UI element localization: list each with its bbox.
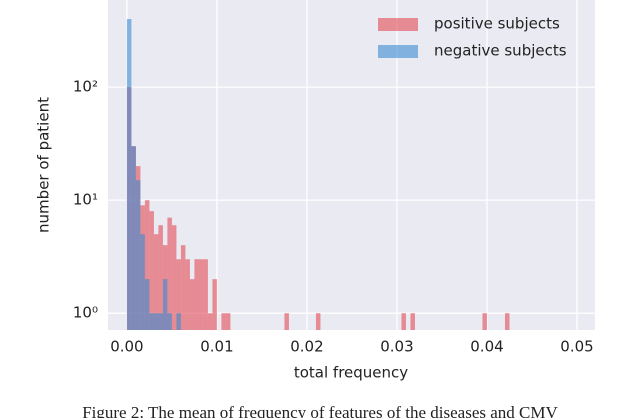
bar bbox=[284, 313, 289, 330]
bar bbox=[131, 146, 136, 330]
x-axis-label: total frequency bbox=[294, 364, 408, 382]
bar bbox=[504, 313, 510, 330]
legend-label: positive subjects bbox=[434, 15, 560, 33]
bar bbox=[144, 200, 150, 330]
bar bbox=[135, 180, 141, 330]
bar bbox=[401, 313, 406, 330]
bar bbox=[149, 211, 154, 330]
y-tick-label: 10² bbox=[73, 78, 98, 96]
bar bbox=[167, 217, 172, 330]
legend-swatch bbox=[378, 45, 418, 58]
bar bbox=[149, 313, 154, 330]
x-tick-label: 0.03 bbox=[380, 338, 413, 356]
bar bbox=[221, 313, 226, 330]
bar bbox=[126, 19, 132, 331]
bar bbox=[185, 259, 190, 330]
bar bbox=[158, 225, 163, 330]
bar bbox=[203, 259, 208, 330]
bar bbox=[225, 313, 231, 330]
bar bbox=[315, 313, 321, 330]
bar bbox=[180, 245, 186, 330]
bar bbox=[158, 313, 163, 330]
bar bbox=[171, 225, 177, 330]
x-tick-label: 0.05 bbox=[560, 338, 593, 356]
bar bbox=[140, 234, 145, 330]
x-tick-label: 0.02 bbox=[290, 338, 323, 356]
bar bbox=[176, 259, 181, 330]
bar bbox=[153, 313, 159, 330]
bar bbox=[198, 259, 204, 330]
bar bbox=[144, 279, 150, 330]
bar bbox=[189, 279, 195, 330]
bar bbox=[207, 313, 213, 330]
bar bbox=[410, 313, 415, 330]
x-tick-label: 0.04 bbox=[470, 338, 503, 356]
y-axis-label: number of patient bbox=[35, 97, 53, 233]
bar bbox=[482, 313, 487, 330]
x-tick-label: 0.00 bbox=[110, 338, 143, 356]
x-tick-label: 0.01 bbox=[200, 338, 233, 356]
bar bbox=[194, 259, 199, 330]
bar bbox=[153, 234, 159, 330]
bar bbox=[176, 313, 181, 330]
legend-label: negative subjects bbox=[434, 42, 567, 60]
legend-swatch bbox=[378, 18, 418, 31]
y-tick-label: 10⁰ bbox=[73, 304, 98, 322]
bar bbox=[162, 279, 168, 330]
y-tick-label: 10¹ bbox=[73, 191, 98, 209]
caption: Figure 2: The mean of frequency of featu… bbox=[82, 403, 558, 418]
bar bbox=[167, 313, 172, 330]
bar bbox=[212, 279, 217, 330]
